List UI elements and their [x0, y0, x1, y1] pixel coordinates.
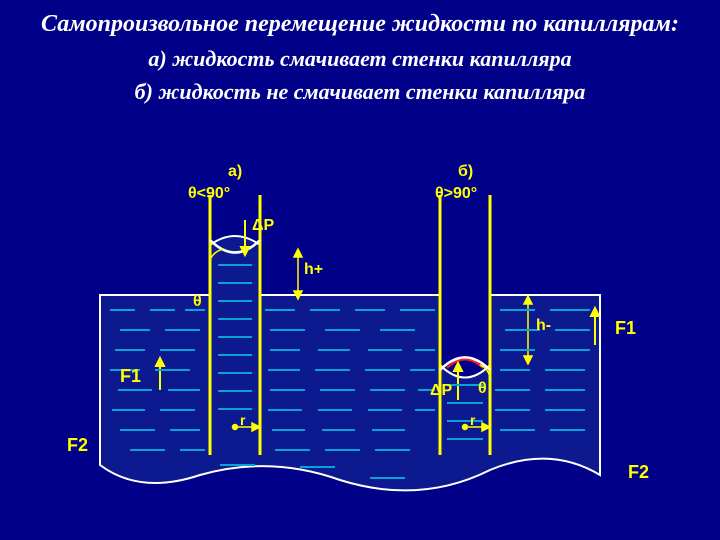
label-a: а): [228, 163, 242, 181]
theta-left-label: θ: [193, 293, 202, 311]
theta-right-label: θ: [478, 380, 487, 398]
h-plus-bracket: [294, 249, 302, 299]
capillary-diagram: а) б) θ<90° θ>90° ΔP ΔP h+ h- θ θ F1 F1 …: [40, 165, 680, 515]
subtitle-b: б) жидкость не смачивает стенки капилляр…: [0, 72, 720, 106]
h-plus-label: h+: [304, 261, 323, 279]
F2-a-label: F2: [67, 435, 88, 456]
r-right-label: r: [470, 412, 475, 428]
F1-a-label: F1: [120, 366, 141, 387]
F1-b-label: F1: [615, 318, 636, 339]
slide-title: Самопроизвольное перемещение жидкости по…: [0, 0, 720, 39]
dp-a-label: ΔP: [252, 217, 274, 235]
label-b: б): [458, 163, 473, 181]
diagram-svg: [40, 165, 680, 515]
theta-a-label: θ<90°: [188, 185, 230, 203]
F2-b-label: F2: [628, 462, 649, 483]
container-outline: [100, 236, 600, 490]
subtitle-a: а) жидкость смачивает стенки капилляра: [0, 39, 720, 73]
dp-b-label: ΔP: [430, 382, 452, 400]
h-minus-label: h-: [536, 317, 551, 335]
theta-b-label: θ>90°: [435, 185, 477, 203]
r-left-label: r: [240, 412, 245, 428]
